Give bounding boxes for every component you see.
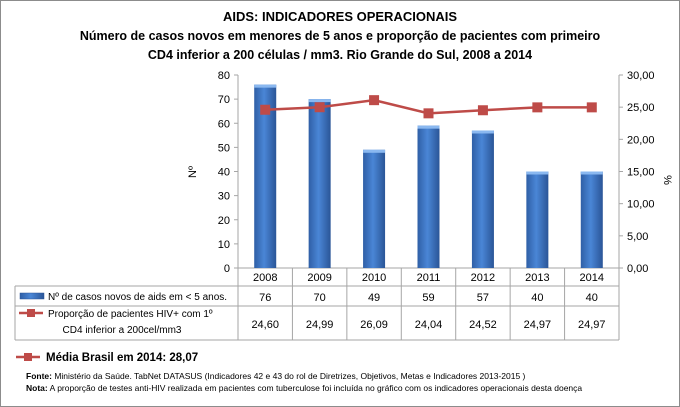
bar-value-cell: 49 xyxy=(368,292,380,304)
x-tick-label: 2012 xyxy=(471,272,495,284)
chart-subtitle-line-1: Número de casos novos em menores de 5 an… xyxy=(80,29,601,43)
y-left-tick-label: 10 xyxy=(218,239,230,251)
x-tick-label: 2010 xyxy=(362,272,386,284)
bar-top-highlight xyxy=(580,171,603,175)
line-value-cell: 24,52 xyxy=(469,319,497,331)
y-right-tick-label: 30,00 xyxy=(627,70,655,82)
y-left-tick-label: 70 xyxy=(218,94,230,106)
bar-2012 xyxy=(471,130,494,268)
bar-top-highlight xyxy=(526,171,549,175)
y-axis-left-label: Nº xyxy=(187,166,199,178)
bar-top-highlight xyxy=(417,125,440,129)
line-point-2008 xyxy=(260,104,271,115)
y-left-tick-label: 50 xyxy=(218,142,230,154)
chart-title: AIDS: INDICADORES OPERACIONAIS xyxy=(223,9,457,24)
y-left-tick-label: 20 xyxy=(218,215,230,227)
y-right-tick-label: 10,00 xyxy=(627,199,655,211)
y-left-tick-label: 0 xyxy=(224,263,230,275)
line-point-2010 xyxy=(369,95,380,106)
bar-2013 xyxy=(526,171,549,268)
line-point-2011 xyxy=(423,108,434,119)
x-tick-label: 2008 xyxy=(253,272,277,284)
line-value-cell: 24,97 xyxy=(524,319,552,331)
line-point-2009 xyxy=(314,102,325,113)
y-right-tick-label: 15,00 xyxy=(627,167,655,179)
note: Nota: A proporção de testes anti-HIV rea… xyxy=(26,383,582,393)
legend-brasil: Média Brasil em 2014: 28,07 xyxy=(16,352,198,364)
line-legend-marker-icon xyxy=(27,309,35,317)
bar-2011 xyxy=(417,125,440,268)
y-left-tick-label: 40 xyxy=(218,167,230,179)
source-text: Ministério da Saúde. TabNet DATASUS (Ind… xyxy=(52,371,526,381)
chart-subtitle-line-2: CD4 inferior a 200 células / mm3. Rio Gr… xyxy=(148,48,532,62)
x-tick-label: 2011 xyxy=(417,272,441,284)
line-value-cell: 26,09 xyxy=(360,319,388,331)
bar-top-highlight xyxy=(254,84,277,88)
note-text: A proporção de testes anti-HIV realizada… xyxy=(48,383,583,393)
y-left-tick-label: 60 xyxy=(218,118,230,130)
bar-value-cell: 70 xyxy=(314,292,326,304)
bar-value-cell: 57 xyxy=(477,292,489,304)
y-right-tick-label: 20,00 xyxy=(627,134,655,146)
bar-value-cell: 40 xyxy=(586,292,598,304)
line-series-name-2: CD4 inferior a 200cel/mm3 xyxy=(63,325,182,336)
bar-value-cell: 40 xyxy=(531,292,543,304)
x-tick-label: 2014 xyxy=(580,272,604,284)
line-point-2012 xyxy=(477,105,488,116)
y-right-tick-label: 0,00 xyxy=(627,263,648,275)
line-point-2014 xyxy=(586,102,597,113)
line-value-cell: 24,60 xyxy=(251,319,279,331)
y-left-tick-label: 30 xyxy=(218,191,230,203)
brasil-marker-icon xyxy=(24,353,32,361)
x-tick-label: 2013 xyxy=(525,272,549,284)
line-value-cell: 24,99 xyxy=(306,319,334,331)
brasil-average-label: Média Brasil em 2014: 28,07 xyxy=(46,352,198,364)
source-note: Fonte: Ministério da Saúde. TabNet DATAS… xyxy=(26,371,526,381)
bar-legend-icon xyxy=(19,292,45,300)
bar-2014 xyxy=(580,171,603,268)
bar-top-highlight xyxy=(471,130,494,134)
y-right-tick-label: 25,00 xyxy=(627,102,655,114)
source-label: Fonte: xyxy=(26,371,52,381)
y-axis-right-label: % xyxy=(661,175,673,185)
note-label: Nota: xyxy=(26,383,48,393)
bar-series-name: Nº de casos novos de aids em < 5 anos. xyxy=(48,292,227,303)
line-value-cell: 24,97 xyxy=(578,319,606,331)
bar-2010 xyxy=(363,149,386,268)
bar-top-highlight xyxy=(308,99,331,103)
bar-value-cell: 76 xyxy=(259,292,271,304)
bar-2009 xyxy=(308,99,331,268)
line-point-2013 xyxy=(532,102,543,113)
y-left-tick-label: 80 xyxy=(218,70,230,82)
bar-2008 xyxy=(254,84,277,269)
x-tick-label: 2009 xyxy=(307,272,331,284)
y-right-tick-label: 5,00 xyxy=(627,231,648,243)
line-series-name-1: Proporção de pacientes HIV+ com 1º xyxy=(48,309,213,320)
bar-value-cell: 59 xyxy=(422,292,434,304)
bar-top-highlight xyxy=(363,149,386,153)
line-value-cell: 24,04 xyxy=(415,319,443,331)
